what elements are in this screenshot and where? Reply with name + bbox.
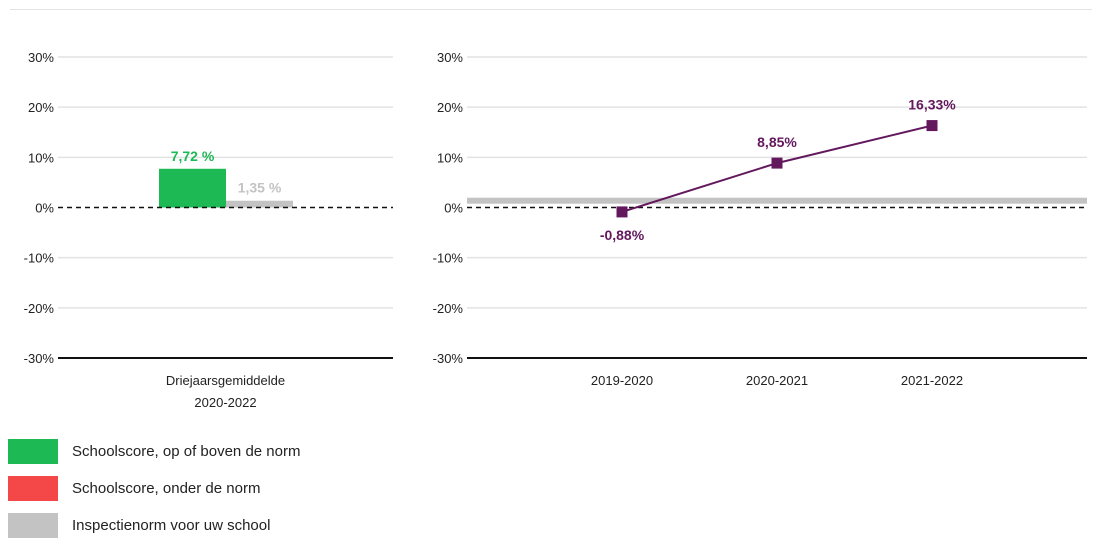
chart-area: 30% 20% 10% 0% -10% -20% -30% 7,72 % 1,35 % Driej… bbox=[24, 50, 1087, 410]
data-label: 7,72 % bbox=[171, 148, 215, 164]
x-category-label: Driejaarsgemiddelde bbox=[166, 373, 285, 388]
y-tick-label: -10% bbox=[433, 251, 464, 266]
x-category-label: 2020-2022 bbox=[194, 395, 256, 410]
bar-norm bbox=[226, 200, 293, 208]
y-tick-label: 30% bbox=[437, 50, 463, 65]
legend-label: Inspectienorm voor uw school bbox=[72, 517, 271, 534]
legend-swatch-green bbox=[8, 439, 58, 464]
legend-item-above-norm: Schoolscore, op of boven de norm bbox=[8, 439, 408, 465]
y-tick-label: 10% bbox=[437, 150, 463, 165]
y-tick-label: 0% bbox=[444, 201, 463, 216]
legend-item-below-norm: Schoolscore, onder de norm bbox=[8, 476, 408, 502]
y-tick-label: 0% bbox=[35, 201, 54, 216]
data-point bbox=[926, 120, 938, 132]
y-tick-label: -20% bbox=[433, 301, 464, 316]
top-divider bbox=[10, 9, 1092, 10]
bar-schoolscore bbox=[159, 168, 226, 208]
legend-label: Schoolscore, op of boven de norm bbox=[72, 443, 301, 460]
legend-swatch-red bbox=[8, 476, 58, 501]
x-tick-label: 2020-2021 bbox=[746, 373, 808, 388]
data-point bbox=[616, 206, 628, 218]
data-label: -0,88% bbox=[600, 227, 645, 243]
y-tick-label: 10% bbox=[28, 150, 54, 165]
data-point bbox=[771, 157, 783, 169]
legend-label: Schoolscore, onder de norm bbox=[72, 480, 261, 497]
data-label: 8,85% bbox=[757, 134, 797, 150]
y-tick-label: 20% bbox=[437, 100, 463, 115]
legend-item-norm: Inspectienorm voor uw school bbox=[8, 513, 408, 539]
data-label: 1,35 % bbox=[238, 180, 282, 196]
y-tick-label: -10% bbox=[24, 251, 55, 266]
y-tick-label: 20% bbox=[28, 100, 54, 115]
x-tick-label: 2019-2020 bbox=[591, 373, 653, 388]
x-tick-label: 2021-2022 bbox=[901, 373, 963, 388]
y-tick-label: -20% bbox=[24, 301, 55, 316]
norm-band bbox=[467, 197, 1087, 204]
y-tick-label: -30% bbox=[433, 351, 464, 366]
y-tick-label: 30% bbox=[28, 50, 54, 65]
legend-swatch-grey bbox=[8, 513, 58, 538]
y-tick-label: -30% bbox=[24, 351, 55, 366]
data-label: 16,33% bbox=[908, 97, 956, 113]
